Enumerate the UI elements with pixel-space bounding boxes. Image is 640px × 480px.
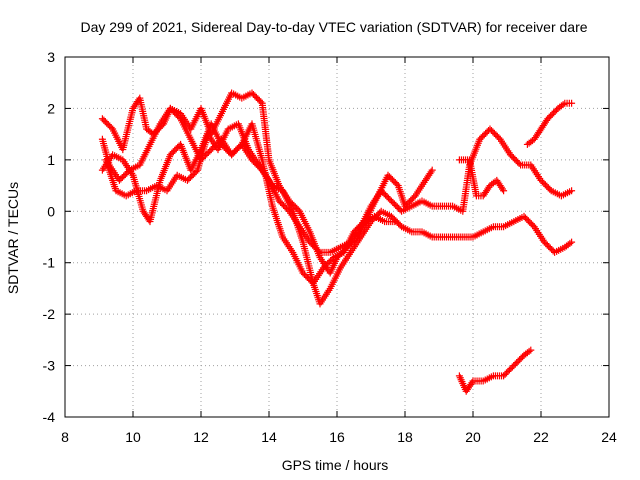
x-tick-label: 22 (533, 429, 549, 445)
data-layer (98, 89, 576, 395)
data-point (498, 185, 506, 193)
x-tick-label: 10 (125, 429, 141, 445)
grid (65, 57, 609, 417)
y-tick-label: 0 (47, 203, 55, 219)
data-point (175, 113, 183, 121)
y-axis-label: SDTVAR / TECUs (5, 182, 21, 294)
data-point (393, 180, 401, 188)
data-point (568, 187, 576, 195)
chart-title: Day 299 of 2021, Sidereal Day-to-day VTE… (80, 19, 587, 35)
y-tick-label: 1 (47, 152, 55, 168)
y-tick-label: 2 (47, 100, 55, 116)
series-track-6 (523, 99, 576, 148)
data-point (315, 247, 323, 255)
series-track-7 (455, 346, 535, 395)
series-track-2 (98, 104, 576, 308)
series-track-5 (455, 156, 508, 200)
data-point (192, 168, 200, 176)
data-point (500, 187, 508, 195)
data-point (236, 142, 244, 150)
data-point (568, 99, 576, 107)
data-point (566, 239, 574, 247)
x-tick-label: 20 (465, 429, 481, 445)
x-axis-label: GPS time / hours (282, 457, 389, 473)
y-tick-label: -1 (43, 255, 56, 271)
y-tick-label: -2 (43, 306, 56, 322)
data-point (428, 166, 436, 174)
x-tick-label: 18 (397, 429, 413, 445)
data-point (525, 347, 533, 355)
data-point (427, 168, 435, 176)
x-tick-label: 16 (329, 429, 345, 445)
x-tick-label: 12 (193, 429, 209, 445)
data-point (294, 206, 302, 214)
tick-marks (64, 56, 610, 418)
y-tick-label: -3 (43, 358, 56, 374)
data-point (468, 379, 476, 387)
data-point (515, 160, 523, 168)
y-tick-label: 3 (47, 49, 55, 65)
series-track-4 (98, 120, 399, 287)
data-point (568, 238, 576, 246)
data-point (257, 98, 265, 106)
data-point (391, 218, 399, 226)
y-tick-label: -4 (43, 409, 56, 425)
data-point (107, 124, 115, 132)
x-tick-label: 8 (61, 429, 69, 445)
x-tick-label: 24 (601, 429, 617, 445)
data-point (559, 101, 567, 109)
data-point (527, 346, 535, 354)
x-tick-label: 14 (261, 429, 277, 445)
